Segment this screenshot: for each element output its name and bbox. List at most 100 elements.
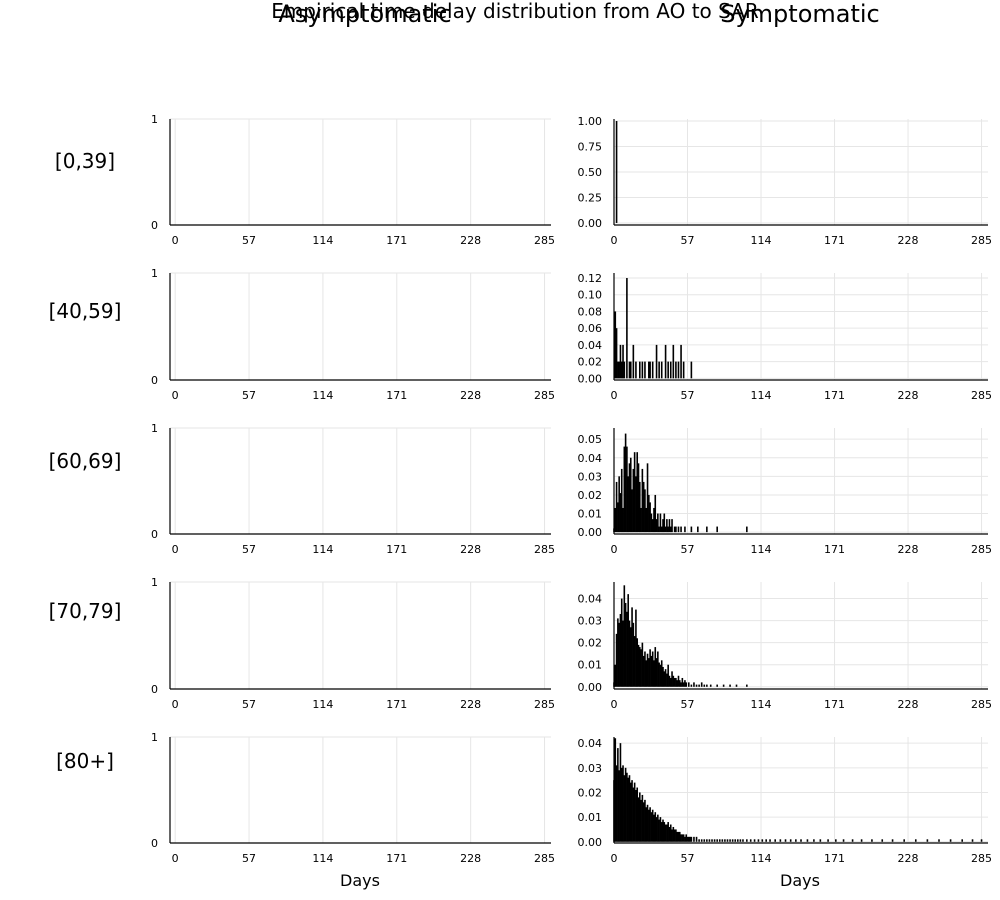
y-tick-label: 1 bbox=[151, 113, 158, 126]
bar bbox=[742, 839, 744, 842]
bar bbox=[664, 344, 667, 379]
bar bbox=[660, 660, 663, 687]
y-tick-label: 0.03 bbox=[578, 762, 603, 775]
bar bbox=[644, 799, 646, 842]
y-tick-label: 0.10 bbox=[578, 289, 603, 302]
bar bbox=[660, 361, 663, 379]
row-label-0-39: [0,39] bbox=[55, 149, 115, 173]
bar bbox=[851, 839, 854, 842]
bar bbox=[753, 839, 756, 842]
bar bbox=[671, 671, 673, 687]
bar bbox=[660, 526, 663, 533]
bar bbox=[914, 839, 917, 842]
bar bbox=[622, 765, 624, 842]
bar bbox=[789, 839, 792, 842]
bar bbox=[685, 834, 688, 842]
bar bbox=[689, 836, 691, 842]
bar bbox=[615, 328, 618, 379]
x-tick-label: 228 bbox=[460, 389, 481, 402]
bar bbox=[724, 839, 726, 842]
x-tick-label: 0 bbox=[172, 543, 179, 556]
bar bbox=[658, 361, 660, 379]
x-tick-label: 171 bbox=[824, 234, 845, 247]
bar bbox=[666, 673, 668, 687]
bar bbox=[871, 839, 873, 842]
bar bbox=[761, 839, 764, 842]
bar bbox=[633, 782, 636, 842]
bar bbox=[680, 834, 682, 842]
bar bbox=[711, 839, 713, 842]
bar bbox=[709, 684, 712, 687]
bar bbox=[708, 839, 711, 842]
bar bbox=[813, 839, 815, 842]
x-tick-label: 285 bbox=[971, 543, 992, 556]
bar bbox=[636, 638, 639, 687]
bar bbox=[685, 682, 688, 687]
bar bbox=[660, 822, 663, 842]
bar bbox=[667, 822, 669, 842]
bar bbox=[614, 507, 617, 533]
bar bbox=[686, 836, 689, 842]
row-label-70-79: [70,79] bbox=[49, 599, 122, 623]
bar bbox=[675, 677, 677, 687]
bar bbox=[642, 655, 645, 687]
y-tick-label: 1 bbox=[151, 576, 158, 589]
bar bbox=[693, 682, 695, 687]
x-tick-label: 285 bbox=[971, 234, 992, 247]
x-tick-label: 228 bbox=[898, 698, 919, 711]
bar bbox=[645, 807, 648, 842]
bar bbox=[640, 649, 642, 687]
bar bbox=[676, 831, 678, 842]
bar bbox=[671, 829, 673, 842]
bar bbox=[633, 636, 636, 687]
bar bbox=[626, 278, 628, 379]
bar bbox=[784, 839, 787, 842]
bar bbox=[623, 775, 626, 842]
bar bbox=[622, 344, 624, 379]
bar bbox=[655, 519, 658, 533]
bar bbox=[703, 839, 706, 842]
bar bbox=[673, 677, 676, 687]
y-tick-label: 0 bbox=[151, 528, 158, 541]
bar bbox=[638, 647, 641, 687]
bar bbox=[641, 361, 644, 379]
x-tick-label: 171 bbox=[824, 852, 845, 865]
bar bbox=[648, 494, 650, 533]
bar bbox=[675, 526, 677, 533]
bar bbox=[765, 839, 767, 842]
bar bbox=[657, 513, 659, 533]
bar bbox=[690, 684, 693, 687]
bar bbox=[620, 767, 623, 842]
bar bbox=[664, 669, 667, 687]
bar bbox=[638, 792, 641, 842]
bar bbox=[949, 839, 952, 842]
bar bbox=[648, 361, 650, 379]
y-tick-label: 1 bbox=[151, 731, 158, 744]
bar bbox=[632, 622, 635, 687]
x-tick-label: 57 bbox=[242, 852, 256, 865]
bar bbox=[624, 767, 627, 842]
y-tick-label: 0.01 bbox=[578, 659, 603, 672]
bar bbox=[640, 799, 642, 842]
bar bbox=[769, 839, 771, 842]
bar bbox=[663, 822, 666, 842]
bar bbox=[658, 662, 660, 687]
bar bbox=[695, 684, 698, 687]
bar bbox=[677, 526, 680, 533]
bar bbox=[637, 644, 640, 687]
bar bbox=[619, 743, 622, 842]
x-tick-label: 228 bbox=[460, 852, 481, 865]
bar bbox=[637, 463, 640, 533]
bar bbox=[806, 839, 809, 842]
panel-symptomatic-70-79: 0 57 114 171 228 285 0.00 0.01 0.02 0.03 0.04 bbox=[578, 582, 992, 711]
x-tick-label: 285 bbox=[534, 234, 555, 247]
bar bbox=[677, 675, 680, 687]
bar bbox=[795, 839, 797, 842]
figure-suptitle: Empirical time delay distribution from A… bbox=[271, 0, 759, 23]
bar bbox=[716, 839, 718, 842]
bar bbox=[688, 836, 690, 842]
bar bbox=[700, 682, 703, 687]
x-tick-label: 57 bbox=[242, 698, 256, 711]
bar bbox=[622, 507, 624, 533]
bar bbox=[635, 790, 637, 842]
